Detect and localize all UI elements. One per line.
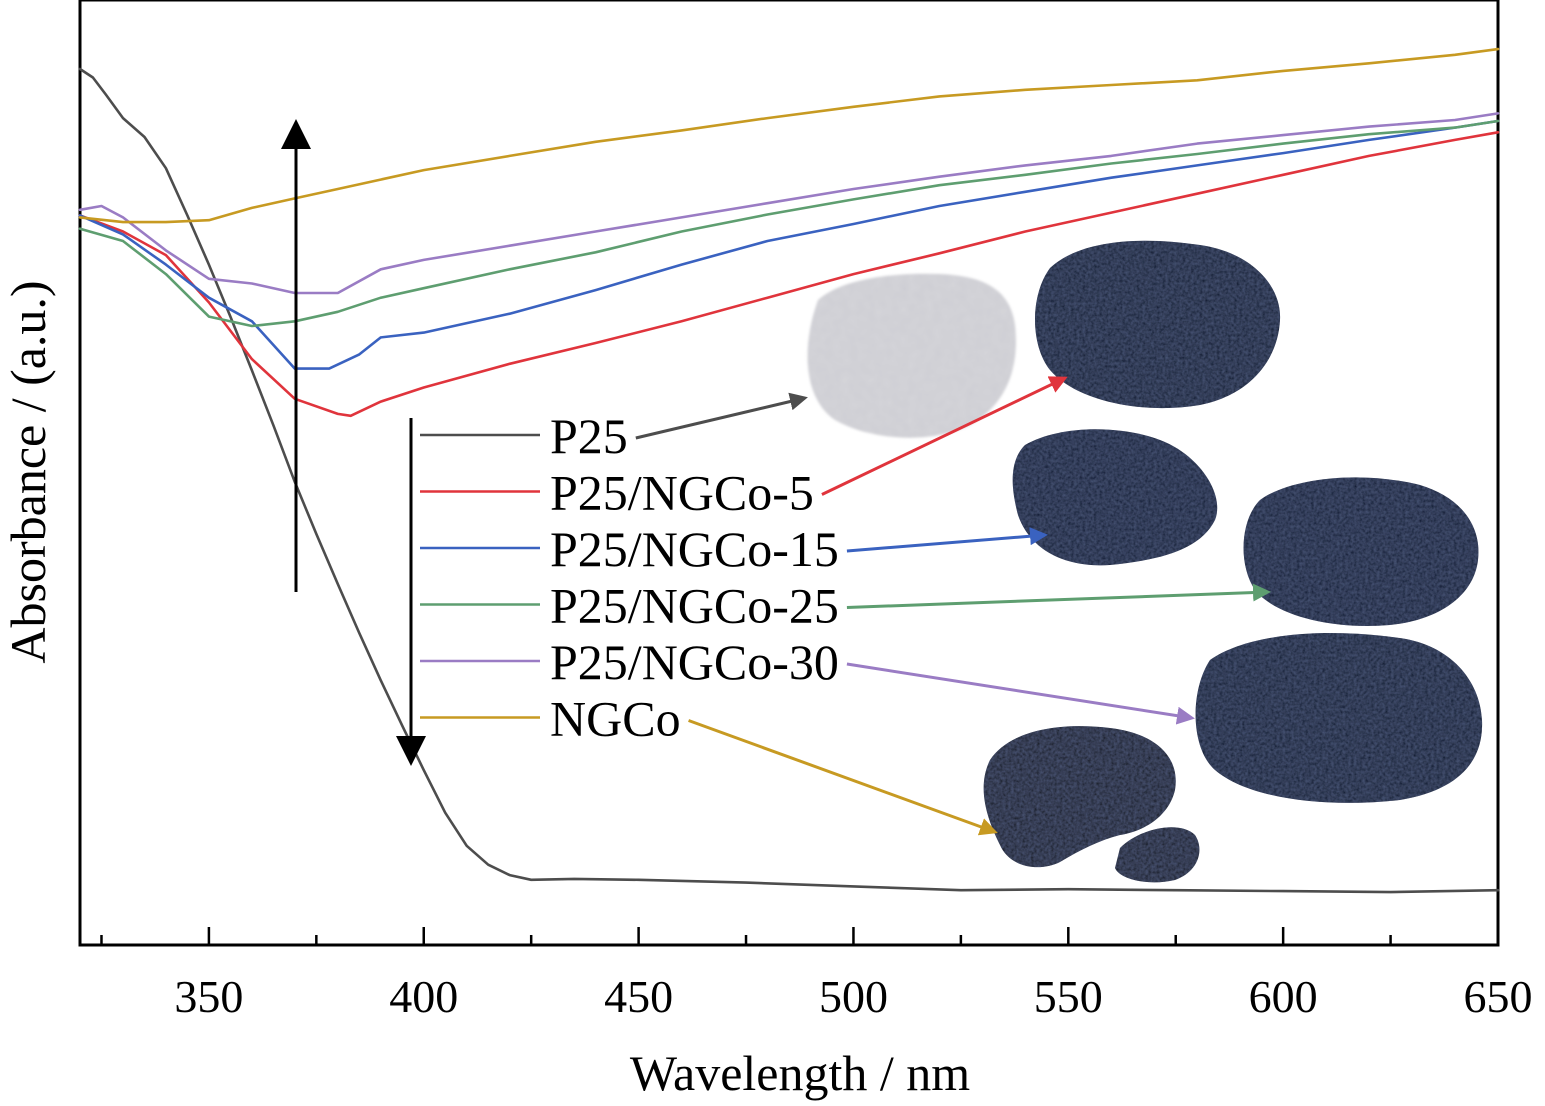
- legend-pointer-arrows: [635, 376, 1271, 836]
- x-tick-label: 550: [1034, 971, 1103, 1022]
- pointer-arrow-p25: [635, 392, 808, 440]
- series-line-p25-ngco-5: [78, 131, 1500, 418]
- sample-photo-ngco: [983, 726, 1200, 883]
- pointer-arrow-p25-ngco-5: [821, 376, 1068, 496]
- sample-photo-p25-ngco-15: [1012, 429, 1218, 566]
- x-tick-label: 600: [1249, 971, 1318, 1022]
- pointer-arrow-p25-ngco-30: [846, 662, 1195, 725]
- x-tick-label: 450: [604, 971, 673, 1022]
- series-line-ngco: [78, 47, 1500, 224]
- legend-label-ngco: NGCo: [550, 691, 681, 747]
- y-axis-title: Absorbance / (a.u.): [0, 280, 56, 663]
- sample-photo-p25: [807, 273, 1016, 438]
- sample-photos: [807, 240, 1483, 883]
- legend-label-p25-ngco-30: P25/NGCo-30: [550, 634, 839, 690]
- series-line-p25-ngco-25: [78, 119, 1500, 328]
- legend-label-p25: P25: [550, 408, 628, 464]
- x-tick-label: 400: [389, 971, 458, 1022]
- sample-photo-p25-ngco-5: [1035, 240, 1281, 409]
- pointer-arrow-p25-ngco-25: [846, 583, 1271, 609]
- series-layer: [78, 47, 1500, 894]
- legend-label-p25-ngco-5: P25/NGCo-5: [550, 465, 814, 521]
- x-axis: 350 400 450 500 550 600 650: [100, 927, 1533, 1022]
- sample-photo-p25-ngco-30: [1195, 633, 1483, 803]
- legend: P25P25/NGCo-5P25/NGCo-15P25/NGCo-25P25/N…: [420, 408, 839, 747]
- x-tick-label: 500: [819, 971, 888, 1022]
- series-line-p25: [78, 67, 1500, 894]
- x-tick-label: 650: [1464, 971, 1533, 1022]
- sample-photo-p25-ngco-25: [1243, 477, 1479, 626]
- x-axis-title: Wavelength / nm: [630, 1045, 970, 1101]
- series-line-p25-ngco-30: [78, 112, 1500, 295]
- x-tick-label: 350: [174, 971, 243, 1022]
- series-line-p25-ngco-15: [78, 119, 1500, 370]
- pointer-arrow-ngco: [688, 719, 998, 836]
- legend-label-p25-ngco-25: P25/NGCo-25: [550, 578, 839, 634]
- pointer-arrow-p25-ngco-15: [846, 527, 1048, 553]
- plot-frame: [78, 0, 1500, 947]
- legend-label-p25-ngco-15: P25/NGCo-15: [550, 521, 839, 577]
